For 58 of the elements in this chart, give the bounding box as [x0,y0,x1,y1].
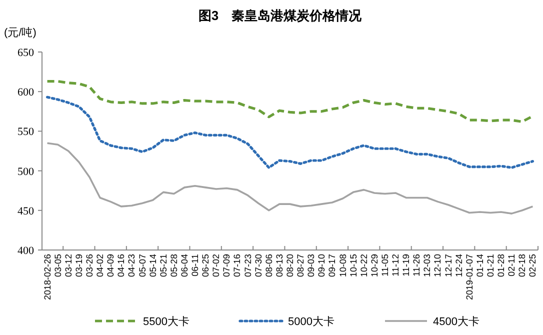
x-tick-label: 12-10 [432,254,443,278]
x-tick-label: 12-24 [454,254,464,278]
x-tick-label: 11-12 [390,254,401,276]
x-tick-label: 05-07 [137,254,148,278]
y-tick-label: 650 [18,47,34,59]
legend-label: 5500大卡 [143,315,190,328]
x-tick-label: 03-19 [74,254,84,278]
x-tick-label: 01-21 [486,254,496,278]
legend-label: 5000大卡 [288,315,334,328]
x-tick-label: 01-14 [474,254,485,278]
x-tick-label: 08-06 [264,254,274,278]
y-tick-label: 600 [18,86,34,99]
x-tick-label: 02-11 [506,254,517,276]
x-tick-label: 2018-02-26 [42,254,52,300]
x-tick-label: 08-13 [274,254,284,278]
x-tick-label: 08-20 [285,254,295,278]
x-tick-label: 07-09 [222,254,232,278]
x-tick-label: 03-26 [84,254,94,278]
x-tick-label: 07-16 [232,254,242,278]
x-tick-label: 04-23 [126,254,137,278]
x-tick-label: 05-21 [158,254,168,278]
x-tick-label: 11-26 [412,254,422,276]
y-tick-label: 500 [18,166,34,178]
x-tick-label: 07-23 [242,254,253,278]
x-tick-label: 02-25 [528,254,538,278]
x-tick-label: 08-27 [296,254,306,278]
y-axis-title: (元/吨) [4,26,36,39]
x-tick-label: 04-02 [95,254,106,278]
x-tick-label: 03-12 [63,254,74,278]
x-tick-label: 05-28 [168,254,179,278]
x-tick-label: 09-03 [306,254,316,278]
chart-title: 图3 秦皇岛港煤炭价格情况 [198,8,363,23]
x-tick-label: 02-18 [517,254,528,278]
y-tick-label: 550 [18,126,34,138]
x-tick-label: 01-28 [496,254,506,278]
x-tick-label: 06-11 [190,254,200,276]
x-tick-label: 09-10 [316,254,327,278]
x-tick-label: 10-08 [338,254,348,278]
x-tick-label: 10-15 [348,254,358,278]
y-tick-label: 400 [18,245,34,257]
x-tick-label: 07-02 [211,254,222,278]
x-tick-label: 11-19 [401,254,412,276]
x-tick-label: 07-30 [253,254,264,278]
legend-label: 4500大卡 [433,315,480,328]
x-tick-label: 12-03 [422,254,432,278]
x-tick-label: 2019-01-07 [464,254,474,300]
x-tick-label: 10-22 [358,254,369,278]
x-tick-label: 10-29 [369,254,380,278]
x-tick-label: 05-14 [148,254,158,278]
x-tick-label: 03-05 [52,254,63,278]
x-tick-label: 09-17 [327,254,338,278]
x-tick-label: 04-09 [106,254,116,278]
x-tick-label: 12-17 [443,254,454,278]
x-tick-label: 04-16 [116,254,126,278]
x-tick-label: 06-04 [179,254,190,278]
x-tick-label: 11-05 [380,254,390,276]
x-tick-label: 06-25 [200,254,211,278]
y-tick-label: 450 [18,205,34,218]
